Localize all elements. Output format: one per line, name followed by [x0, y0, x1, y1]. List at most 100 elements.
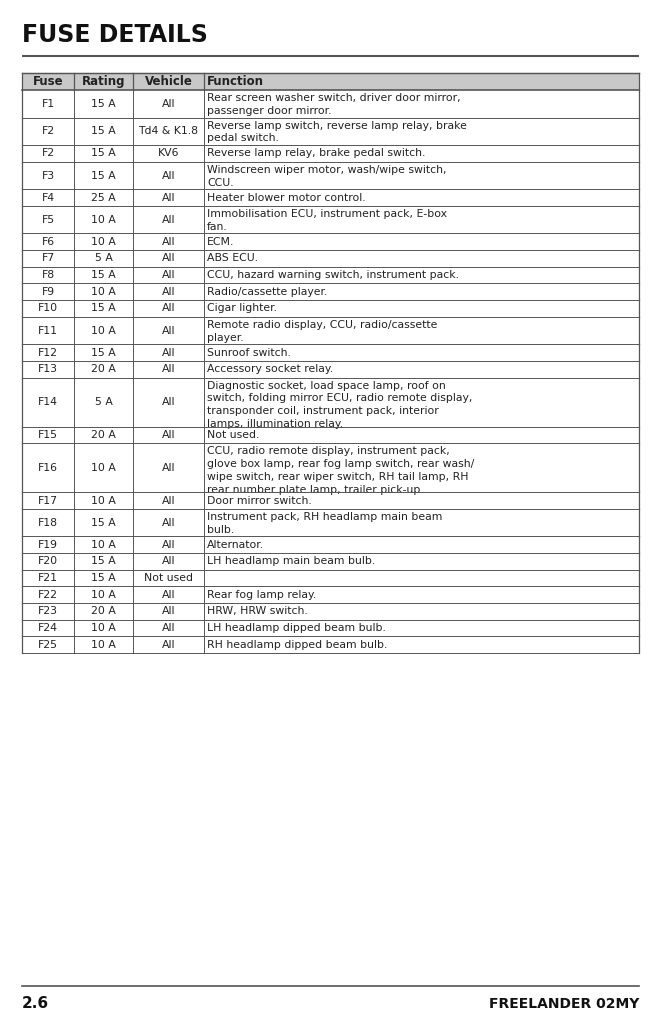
Text: Vehicle: Vehicle: [145, 75, 193, 88]
Bar: [22, 90, 639, 118]
Text: Accessory socket relay.: Accessory socket relay.: [207, 365, 333, 375]
Text: F19: F19: [38, 540, 58, 550]
Text: FREELANDER 02MY: FREELANDER 02MY: [489, 997, 639, 1011]
Text: F13: F13: [38, 365, 58, 375]
Bar: [22, 250, 639, 267]
Text: 15 A: 15 A: [91, 171, 116, 180]
Text: Diagnostic socket, load space lamp, roof on
switch, folding mirror ECU, radio re: Diagnostic socket, load space lamp, roof…: [207, 381, 472, 429]
Text: All: All: [162, 606, 175, 616]
Text: Td4 & K1.8: Td4 & K1.8: [139, 126, 198, 136]
Text: Immobilisation ECU, instrument pack, E-box
fan.: Immobilisation ECU, instrument pack, E-b…: [207, 209, 447, 231]
Text: 15 A: 15 A: [91, 573, 116, 583]
Text: 15 A: 15 A: [91, 347, 116, 357]
Text: F17: F17: [38, 496, 58, 506]
Text: All: All: [162, 463, 175, 473]
Text: ABS ECU.: ABS ECU.: [207, 253, 258, 263]
Text: F25: F25: [38, 640, 58, 650]
Text: F2: F2: [41, 148, 55, 159]
Text: Function: Function: [207, 75, 264, 88]
Text: 20 A: 20 A: [91, 365, 116, 375]
Bar: [22, 73, 639, 90]
Text: F18: F18: [38, 518, 58, 527]
Bar: [22, 118, 639, 145]
Text: F20: F20: [38, 556, 58, 566]
Text: Remote radio display, CCU, radio/cassette
player.: Remote radio display, CCU, radio/cassett…: [207, 319, 438, 343]
Text: Heater blower motor control.: Heater blower motor control.: [207, 193, 366, 203]
Bar: [22, 620, 639, 637]
Text: Door mirror switch.: Door mirror switch.: [207, 496, 312, 506]
Text: F4: F4: [41, 193, 55, 203]
Text: 10 A: 10 A: [91, 463, 116, 473]
Text: HRW, HRW switch.: HRW, HRW switch.: [207, 606, 307, 616]
Text: 20 A: 20 A: [91, 606, 116, 616]
Text: All: All: [162, 171, 175, 180]
Text: 10 A: 10 A: [91, 590, 116, 600]
Text: All: All: [162, 303, 175, 313]
Text: 2.6: 2.6: [22, 996, 49, 1012]
Bar: [22, 300, 639, 316]
Text: 5 A: 5 A: [95, 397, 113, 408]
Text: Not used.: Not used.: [207, 430, 260, 440]
Bar: [22, 344, 639, 360]
Text: All: All: [162, 237, 175, 247]
Text: F14: F14: [38, 397, 58, 408]
Text: All: All: [162, 496, 175, 506]
Text: F3: F3: [41, 171, 55, 180]
Bar: [22, 360, 639, 378]
Bar: [22, 537, 639, 553]
Text: All: All: [162, 397, 175, 408]
Text: 15 A: 15 A: [91, 126, 116, 136]
Text: All: All: [162, 518, 175, 527]
Text: 5 A: 5 A: [95, 253, 113, 263]
Bar: [22, 493, 639, 509]
Text: F8: F8: [41, 270, 55, 281]
Text: All: All: [162, 193, 175, 203]
Bar: [22, 233, 639, 250]
Text: CCU, hazard warning switch, instrument pack.: CCU, hazard warning switch, instrument p…: [207, 270, 459, 281]
Text: F7: F7: [41, 253, 55, 263]
Text: All: All: [162, 287, 175, 297]
Text: 10 A: 10 A: [91, 326, 116, 336]
Text: Instrument pack, RH headlamp main beam
bulb.: Instrument pack, RH headlamp main beam b…: [207, 512, 442, 535]
Bar: [22, 637, 639, 653]
Text: 25 A: 25 A: [91, 193, 116, 203]
Text: 10 A: 10 A: [91, 215, 116, 224]
Text: KV6: KV6: [158, 148, 179, 159]
Bar: [22, 427, 639, 443]
Text: All: All: [162, 590, 175, 600]
Text: Radio/cassette player.: Radio/cassette player.: [207, 287, 327, 297]
Bar: [22, 145, 639, 162]
Bar: [22, 266, 639, 284]
Text: All: All: [162, 540, 175, 550]
Text: All: All: [162, 326, 175, 336]
Text: Alternator.: Alternator.: [207, 540, 264, 550]
Text: F16: F16: [38, 463, 58, 473]
Text: 10 A: 10 A: [91, 540, 116, 550]
Text: F1: F1: [41, 99, 55, 109]
Bar: [22, 509, 639, 537]
Text: 10 A: 10 A: [91, 640, 116, 650]
Text: 10 A: 10 A: [91, 624, 116, 633]
Text: All: All: [162, 99, 175, 109]
Bar: [22, 316, 639, 344]
Text: 15 A: 15 A: [91, 556, 116, 566]
Text: 15 A: 15 A: [91, 148, 116, 159]
Bar: [22, 443, 639, 493]
Bar: [22, 587, 639, 603]
Text: F21: F21: [38, 573, 58, 583]
Text: Cigar lighter.: Cigar lighter.: [207, 303, 277, 313]
Text: F10: F10: [38, 303, 58, 313]
Text: ECM.: ECM.: [207, 237, 235, 247]
Text: Fuse: Fuse: [33, 75, 64, 88]
Text: F6: F6: [41, 237, 55, 247]
Text: F2: F2: [41, 126, 55, 136]
Bar: [22, 603, 639, 620]
Text: CCU, radio remote display, instrument pack,
glove box lamp, rear fog lamp switch: CCU, radio remote display, instrument pa…: [207, 446, 474, 495]
Text: 15 A: 15 A: [91, 303, 116, 313]
Text: F5: F5: [41, 215, 55, 224]
Text: F11: F11: [38, 326, 58, 336]
Text: 15 A: 15 A: [91, 518, 116, 527]
Text: All: All: [162, 624, 175, 633]
Bar: [22, 553, 639, 569]
Text: F15: F15: [38, 430, 58, 440]
